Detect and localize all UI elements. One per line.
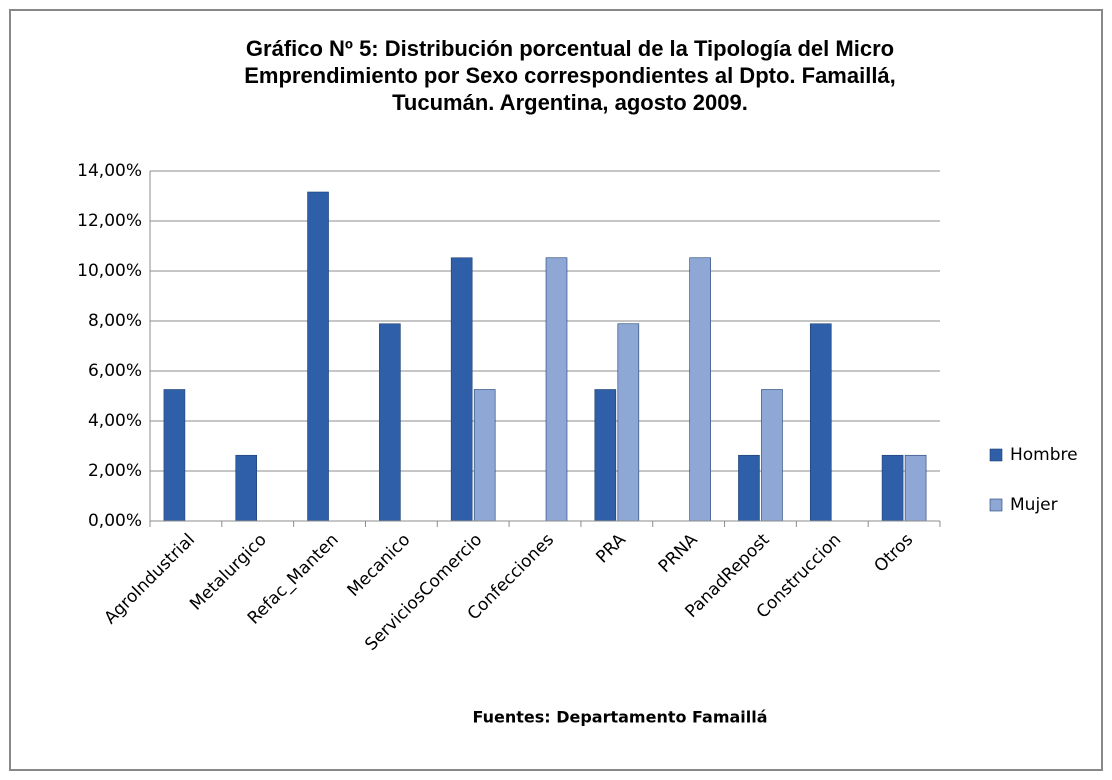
bar bbox=[904, 454, 927, 522]
bar bbox=[689, 257, 711, 522]
bar bbox=[163, 389, 186, 522]
legend-swatch bbox=[989, 498, 1003, 512]
bar bbox=[761, 389, 783, 522]
bar bbox=[545, 257, 568, 522]
legend-label: Mujer bbox=[1010, 495, 1058, 515]
bar bbox=[450, 257, 473, 522]
y-tick-label: 10,00% bbox=[77, 261, 142, 281]
bar bbox=[473, 389, 496, 522]
bar bbox=[594, 389, 617, 522]
y-tick-label: 6,00% bbox=[88, 361, 142, 381]
bar bbox=[617, 323, 640, 522]
y-tick-label: 12,00% bbox=[77, 211, 142, 231]
bar bbox=[881, 454, 904, 522]
bar bbox=[379, 323, 401, 522]
y-tick-label: 8,00% bbox=[88, 311, 142, 331]
bar bbox=[738, 454, 760, 522]
chart-title: Gráfico Nº 5: Distribución porcentual de… bbox=[246, 36, 894, 61]
y-tick-label: 0,00% bbox=[88, 511, 142, 531]
y-tick-label: 4,00% bbox=[88, 411, 142, 431]
x-axis-title: Fuentes: Departamento Famaillá bbox=[472, 708, 767, 727]
chart-title: Emprendimiento por Sexo correspondientes… bbox=[244, 63, 896, 88]
bar bbox=[307, 191, 329, 522]
y-tick-label: 14,00% bbox=[77, 161, 142, 181]
legend-label: Hombre bbox=[1010, 445, 1078, 465]
bar bbox=[809, 323, 832, 522]
legend-swatch bbox=[989, 448, 1003, 462]
bar bbox=[235, 454, 258, 522]
y-tick-label: 2,00% bbox=[88, 461, 142, 481]
chart-title: Tucumán. Argentina, agosto 2009. bbox=[392, 90, 748, 115]
